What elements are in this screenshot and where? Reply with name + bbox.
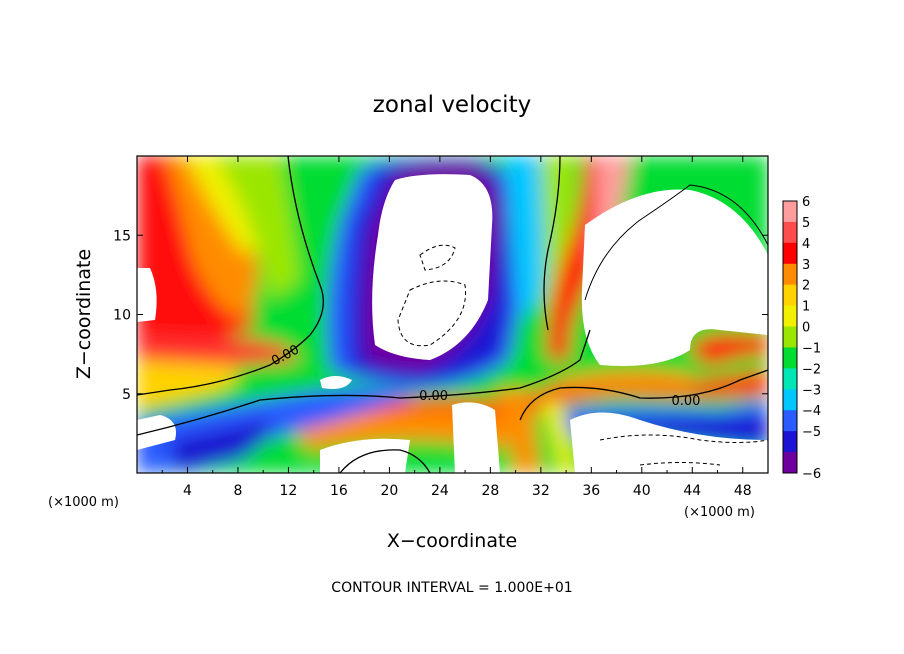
y-tick-label: 10: [113, 308, 131, 324]
contour-label: 0.00: [671, 394, 700, 409]
colorbar-label: −2: [802, 362, 821, 377]
x-tick-label: 8: [233, 483, 242, 499]
x-unit-left: (×1000 m): [48, 495, 119, 510]
colorbar: 6 5 4 3 2 1 0 −1 −2 −3 −4 −5 −6: [782, 195, 821, 482]
colorbar-label: −3: [802, 383, 821, 398]
y-tick-label: 15: [113, 228, 131, 244]
colorbar-label: 4: [802, 237, 810, 252]
x-tick-label: 40: [633, 483, 651, 499]
chart-title: zonal velocity: [373, 92, 531, 118]
colorbar-label: −4: [802, 404, 821, 419]
colorbar-swatch: [783, 326, 797, 348]
colorbar-label: −1: [802, 341, 821, 356]
colorbar-label: −6: [802, 467, 821, 482]
colorbar-swatch: [783, 410, 797, 432]
x-tick-label: 24: [431, 483, 449, 499]
colorbar-swatch: [783, 284, 797, 307]
colorbar-swatch: [783, 347, 797, 369]
colorbar-frame: [782, 200, 798, 474]
x-tick-label: 4: [183, 483, 192, 499]
y-axis-label: Z−coordinate: [73, 249, 95, 379]
x-tick-label: 28: [481, 483, 499, 499]
contour-interval-footer: CONTOUR INTERVAL = 1.000E+01: [331, 580, 572, 596]
colorbar-swatch: [783, 263, 797, 286]
plot-area: [137, 156, 768, 473]
x-tick-label: 12: [280, 483, 298, 499]
colorbar-swatch: [783, 431, 797, 453]
colorbar-label: 1: [802, 300, 810, 315]
colorbar-swatch: [783, 368, 797, 390]
x-tick-label: 36: [582, 483, 600, 499]
colorbar-swatch: [783, 305, 797, 328]
colorbar-label: 6: [802, 195, 810, 210]
x-axis-label: X−coordinate: [387, 530, 517, 552]
y-tick-label: 5: [122, 387, 131, 403]
colorbar-label: 3: [802, 258, 810, 273]
colorbar-swatch: [783, 242, 797, 265]
colorbar-swatch: [783, 201, 797, 223]
x-tick-label: 44: [683, 483, 701, 499]
colorbar-label: 5: [802, 216, 810, 231]
colorbar-swatch: [783, 221, 797, 244]
x-tick-label: 16: [330, 483, 348, 499]
colorbar-swatch: [783, 452, 797, 474]
contour-label: 0.00: [419, 389, 448, 404]
y-axis: 5 10 15: [113, 228, 768, 403]
colorbar-label: 0: [802, 321, 810, 336]
x-tick-label: 20: [380, 483, 398, 499]
x-tick-label: 32: [532, 483, 550, 499]
x-tick-label: 48: [734, 483, 752, 499]
colorbar-label: 2: [802, 279, 810, 294]
colorbar-swatch: [783, 389, 797, 411]
colorbar-label: −5: [802, 425, 821, 440]
x-axis: 4 8 12 16 20 24 28 32 36 40 44 48: [161, 156, 752, 499]
x-unit-right: (×1000 m): [684, 505, 755, 520]
